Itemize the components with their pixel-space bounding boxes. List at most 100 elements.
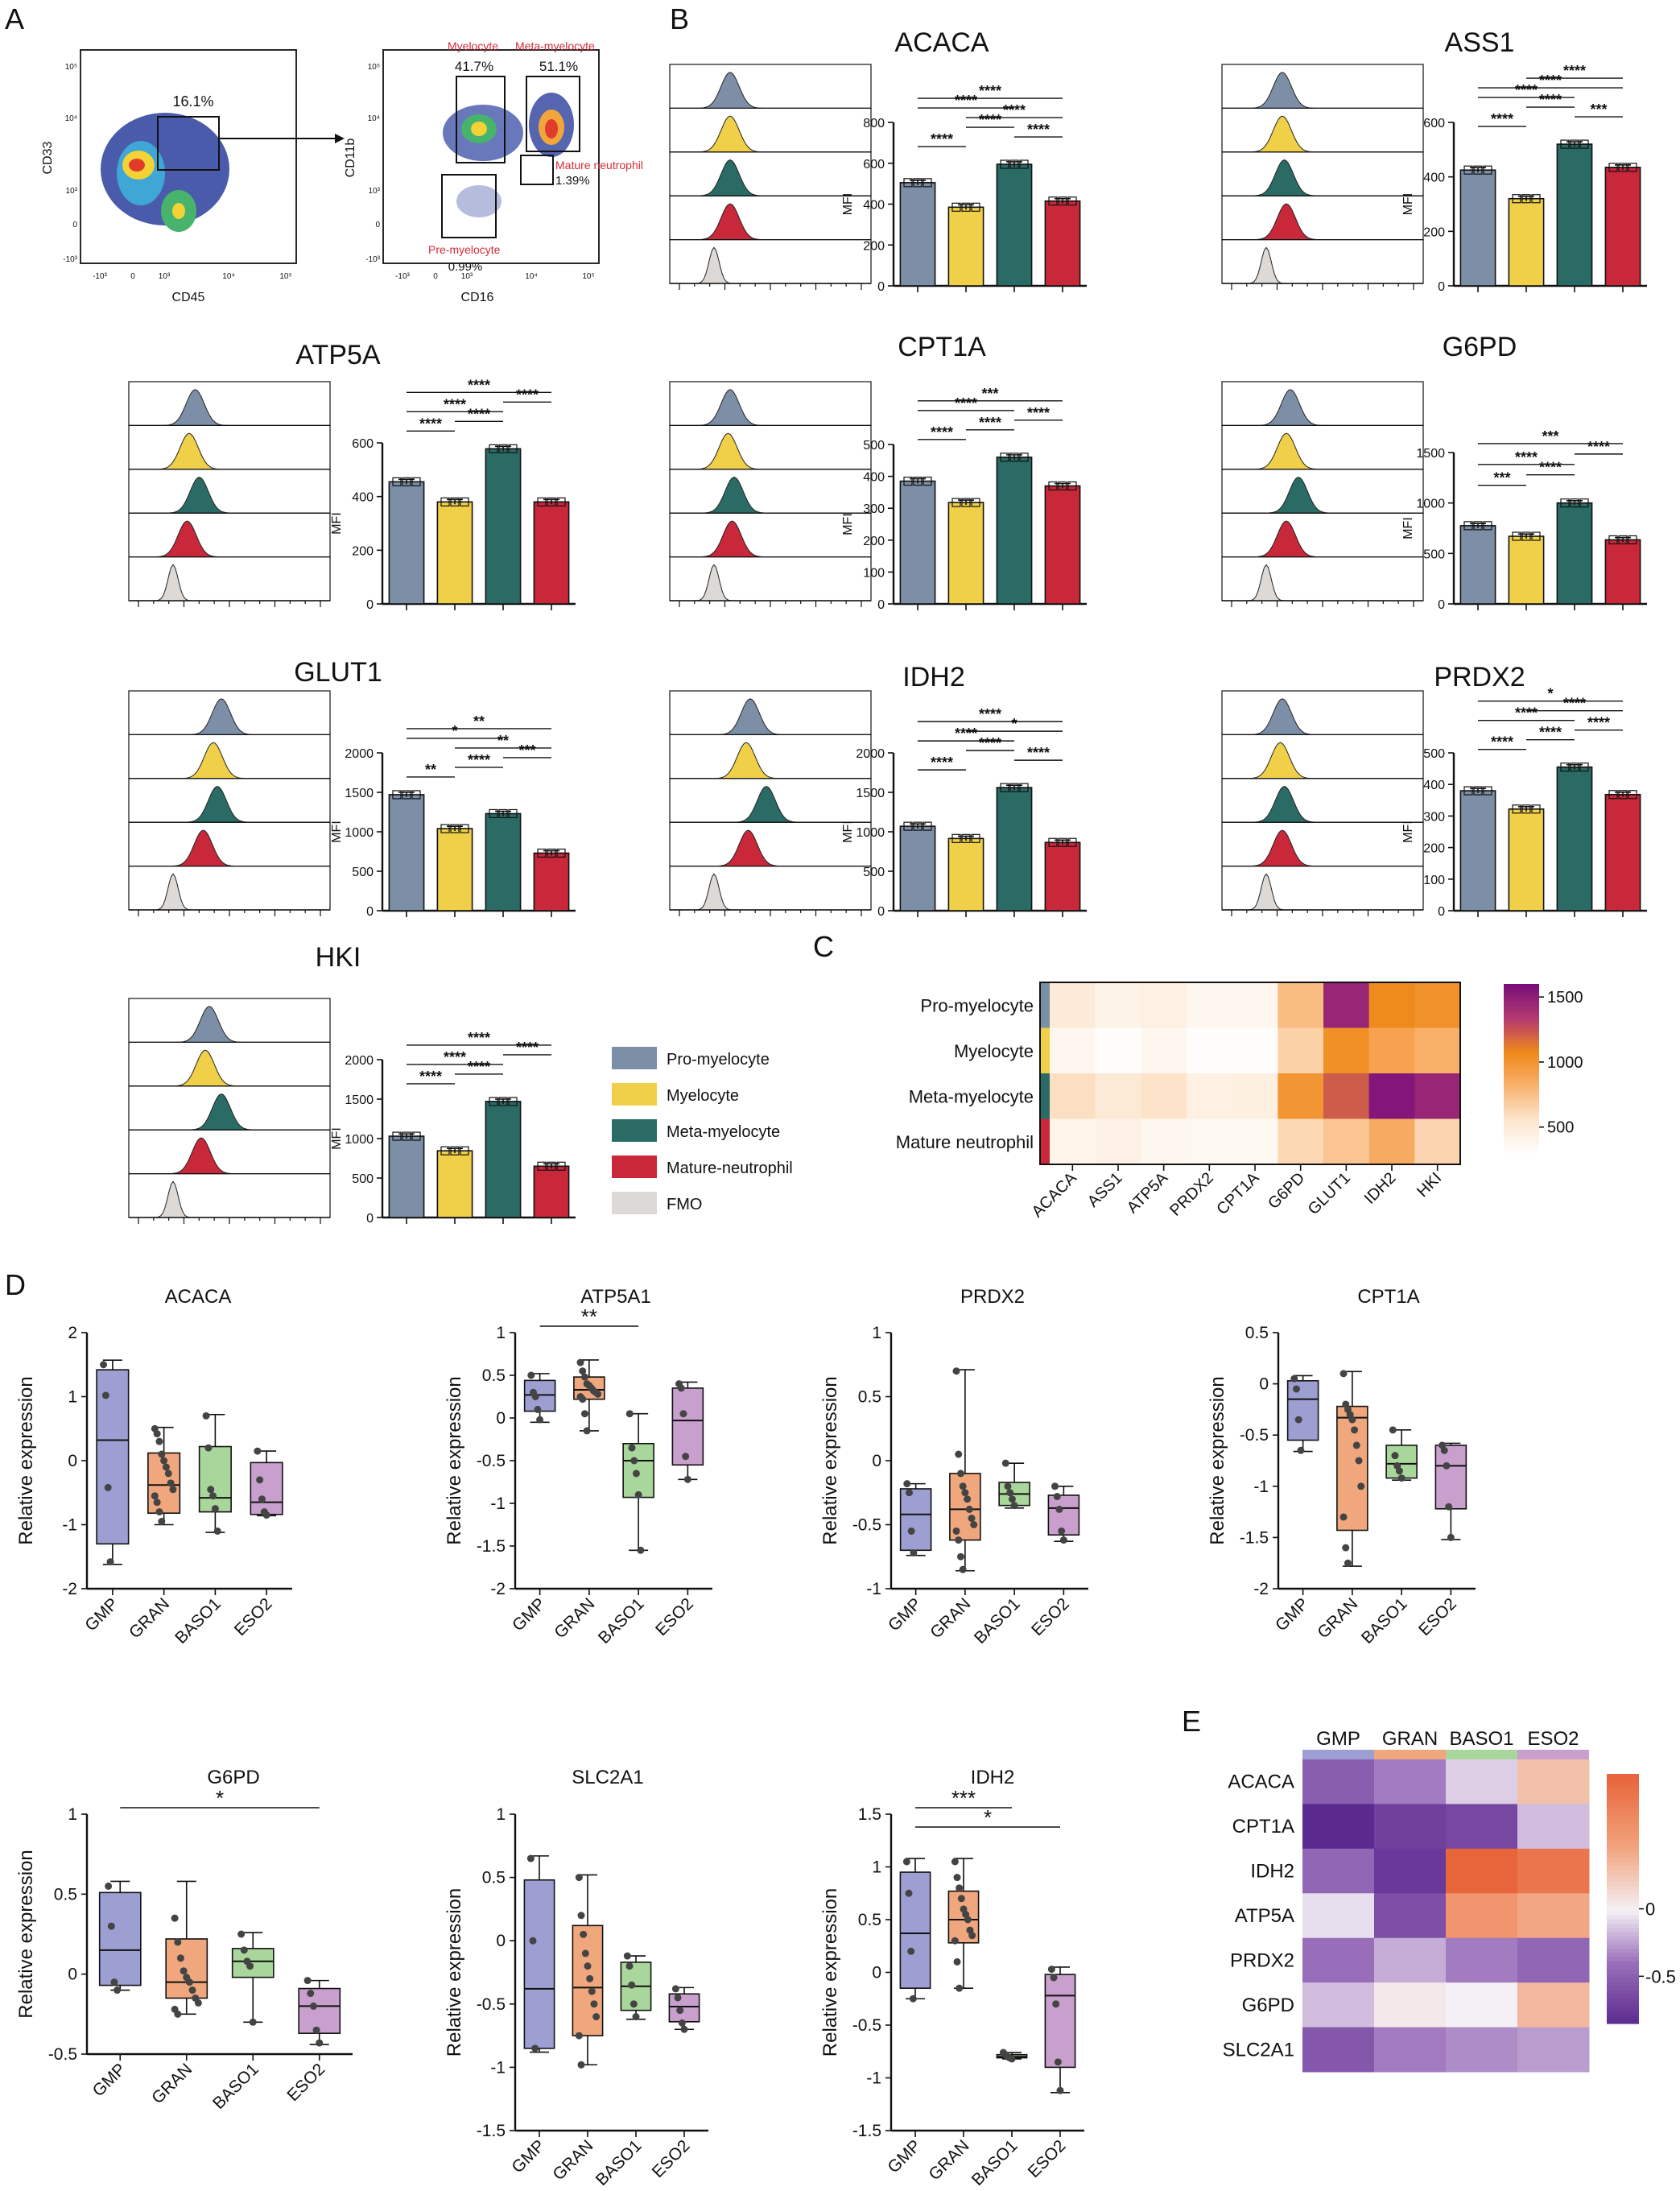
data-point	[450, 1146, 460, 1155]
data-point	[411, 790, 421, 800]
histogram-stack	[669, 64, 872, 290]
heatmap-cell	[1095, 1027, 1141, 1074]
significance-label: ****	[1587, 439, 1610, 455]
data-point	[1608, 790, 1618, 800]
data-point	[402, 790, 411, 800]
data-point	[1618, 163, 1628, 172]
colorbar-segment	[1607, 1936, 1639, 1941]
significance-label: **	[425, 762, 436, 778]
data-point	[959, 1482, 967, 1490]
colorbar-segment	[1504, 1093, 1539, 1098]
box-plot: -1.5 -1 -0.5 0 0.5 1 1.5 Relative expression IDH…	[819, 1767, 1084, 2189]
x-tick-label: GMP	[885, 1594, 925, 1635]
heatmap-cell	[1050, 1027, 1096, 1074]
legend-label: Pro-myelocyte	[667, 1051, 770, 1069]
data-point	[531, 1393, 539, 1400]
y-tick-label: 500	[352, 1172, 374, 1186]
charts-layer: 0200400600800MFI************************…	[15, 27, 1676, 2189]
data-point	[632, 1470, 640, 1478]
significance-label: ****	[1003, 102, 1026, 118]
y-tick: 10⁴	[368, 114, 380, 123]
y-tick: 0	[72, 221, 77, 229]
data-point	[498, 808, 508, 819]
heatmap-e: ACACA CPT1A IDH2 ATP5A PRDX2 G6PD SLC2A1 GMP GRA…	[1223, 1728, 1676, 2073]
x-tick-label: BASO1	[209, 2060, 262, 2113]
data-point	[1019, 159, 1029, 169]
colorbar-segment	[1504, 1063, 1539, 1067]
colorbar-segment	[1504, 1099, 1539, 1103]
data-point	[1048, 481, 1058, 491]
data-point	[240, 1946, 248, 1954]
data-point	[527, 1371, 535, 1379]
heatmap-cell	[1302, 1759, 1375, 1804]
colorbar-segment	[1504, 1108, 1539, 1112]
chart-title: ACACA	[165, 1286, 232, 1308]
data-point	[674, 1994, 682, 2002]
data-point	[628, 1981, 636, 1989]
data-point	[107, 1922, 115, 1930]
histogram-curve	[129, 873, 330, 911]
colorbar-segment	[1504, 1046, 1539, 1050]
flow-plot-cd33-cd45: 16.1% CD33 CD45 10⁵ 10⁴ 10³ 0 -10³ -10³ …	[41, 49, 345, 304]
chart-title: PRDX2	[960, 1286, 1025, 1308]
y-tick-label: 2000	[345, 747, 374, 761]
y-tick-label: 500	[863, 439, 885, 453]
y-axis-label: MFI	[330, 821, 344, 843]
data-point	[246, 1962, 254, 1970]
gate-percent: 0.99%	[448, 260, 483, 274]
colorbar-segment	[1504, 986, 1539, 990]
histogram-curve	[129, 1049, 330, 1087]
density-cloud	[443, 93, 574, 217]
histogram-curve	[670, 698, 871, 735]
colorbar-segment	[1504, 1097, 1539, 1101]
data-point	[171, 1914, 179, 1922]
y-axis-label: Relative expression	[819, 1888, 841, 2057]
bar	[485, 812, 522, 912]
histogram-band	[1221, 424, 1424, 470]
y-axis-label: MFI	[841, 513, 855, 535]
significance-label: ***	[951, 1786, 976, 1810]
data-point	[537, 848, 547, 858]
y-tick-label: 1500	[1416, 447, 1445, 461]
data-point	[1348, 1416, 1356, 1424]
legend-swatch	[612, 1047, 657, 1069]
colorbar-segment	[1504, 1116, 1539, 1120]
data-point	[953, 1874, 961, 1882]
data-point	[956, 1552, 964, 1561]
arrow-head	[335, 134, 345, 143]
histogram-curve	[1222, 742, 1423, 779]
data-point	[1628, 535, 1637, 545]
legend: Pro-myelocyte Myelocyte Meta-myelocyte M…	[612, 1047, 793, 1214]
colorbar-segment	[1504, 1147, 1539, 1151]
x-tick-label: ESO2	[1415, 1594, 1460, 1639]
data-point	[204, 1444, 213, 1452]
significance-label: ****	[979, 735, 1001, 751]
data-point	[185, 1978, 193, 1986]
data-point	[957, 1895, 965, 1903]
y-tick-label: -2	[490, 1580, 506, 1598]
col-label: HKI	[1414, 1169, 1445, 1201]
heatmap-cell	[1368, 1073, 1415, 1119]
bar	[485, 448, 522, 605]
y-axis-label: MFI	[841, 821, 855, 843]
x-tick: 10³	[461, 272, 473, 281]
row-label: PRDX2	[1230, 1949, 1294, 1971]
heatmap-cell	[1323, 1027, 1370, 1074]
x-tick-label: BASO1	[968, 2136, 1022, 2189]
box	[668, 1993, 700, 2023]
bar	[947, 206, 984, 287]
data-point	[489, 1097, 498, 1106]
heatmap-cell	[1095, 982, 1141, 1028]
significance-label: **	[581, 1304, 597, 1329]
histogram-band	[128, 865, 331, 911]
colorbar-segment	[1504, 1150, 1539, 1154]
colorbar-segment	[1504, 1060, 1539, 1064]
data-point	[537, 497, 547, 506]
gate-percent: 1.39%	[555, 174, 590, 188]
box	[231, 1948, 274, 1978]
data-point	[1052, 2000, 1060, 2008]
